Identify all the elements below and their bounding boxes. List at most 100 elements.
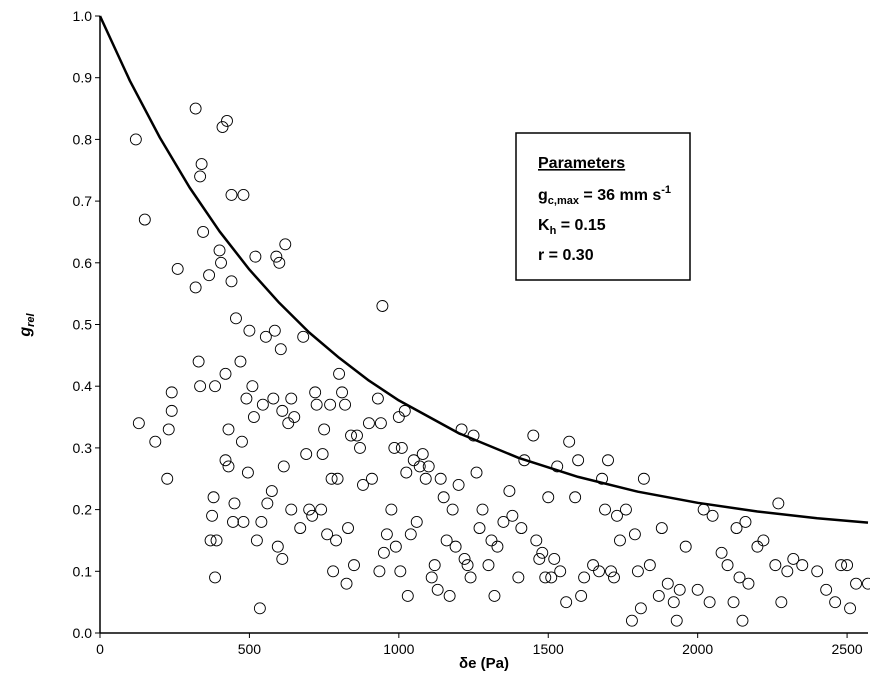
- point: [257, 399, 268, 410]
- point: [319, 424, 330, 435]
- point: [204, 270, 215, 281]
- y-tick-label: 0.2: [73, 502, 93, 518]
- point: [262, 498, 273, 509]
- point: [166, 405, 177, 416]
- annotation-title: Parameters: [538, 155, 625, 172]
- point: [606, 566, 617, 577]
- point: [226, 276, 237, 287]
- ann-sup: -1: [661, 184, 671, 196]
- y-tick-label: 0.4: [73, 378, 93, 394]
- point: [770, 560, 781, 571]
- point: [372, 393, 383, 404]
- point: [758, 535, 769, 546]
- point: [863, 578, 870, 589]
- point: [462, 560, 473, 571]
- point: [340, 399, 351, 410]
- point: [254, 603, 265, 614]
- point: [662, 578, 673, 589]
- ann-base: K: [538, 217, 550, 234]
- point: [277, 405, 288, 416]
- point: [278, 461, 289, 472]
- point: [275, 344, 286, 355]
- point: [716, 547, 727, 558]
- point: [674, 584, 685, 595]
- point: [842, 560, 853, 571]
- point: [851, 578, 862, 589]
- point: [393, 412, 404, 423]
- point: [401, 467, 412, 478]
- point: [447, 504, 458, 515]
- point: [133, 418, 144, 429]
- point: [220, 368, 231, 379]
- point: [139, 214, 150, 225]
- point: [429, 560, 440, 571]
- point: [504, 486, 515, 497]
- point: [573, 455, 584, 466]
- point: [483, 560, 494, 571]
- point: [223, 424, 234, 435]
- point: [236, 436, 247, 447]
- y-tick-label: 0.6: [73, 255, 93, 271]
- x-tick-label: 500: [238, 641, 262, 657]
- point: [471, 467, 482, 478]
- point: [351, 430, 362, 441]
- point: [272, 541, 283, 552]
- ann-sub: c,max: [548, 195, 580, 207]
- point: [486, 535, 497, 546]
- point: [277, 553, 288, 564]
- point: [516, 523, 527, 534]
- point: [435, 473, 446, 484]
- point: [531, 535, 542, 546]
- point: [579, 572, 590, 583]
- point: [773, 498, 784, 509]
- annotation-line: r = 0.30: [538, 247, 594, 264]
- point: [283, 418, 294, 429]
- point: [564, 436, 575, 447]
- fit-curve: [100, 16, 868, 523]
- point: [210, 572, 221, 583]
- point: [222, 115, 233, 126]
- point: [247, 381, 258, 392]
- point: [528, 430, 539, 441]
- point: [459, 553, 470, 564]
- point: [411, 516, 422, 527]
- point: [238, 516, 249, 527]
- point: [374, 566, 385, 577]
- point: [150, 436, 161, 447]
- point: [163, 424, 174, 435]
- point: [343, 523, 354, 534]
- point: [226, 189, 237, 200]
- point: [728, 597, 739, 608]
- point: [196, 159, 207, 170]
- point: [366, 473, 377, 484]
- point: [797, 560, 808, 571]
- ann-rest: = 36 mm s: [579, 187, 661, 204]
- point: [450, 541, 461, 552]
- point: [692, 584, 703, 595]
- point: [242, 467, 253, 478]
- point: [217, 122, 228, 133]
- point: [534, 553, 545, 564]
- point: [311, 399, 322, 410]
- point: [540, 572, 551, 583]
- point: [620, 504, 631, 515]
- point: [474, 523, 485, 534]
- point: [656, 523, 667, 534]
- x-tick-label: 2500: [832, 641, 863, 657]
- point: [740, 516, 751, 527]
- point: [298, 331, 309, 342]
- point: [513, 572, 524, 583]
- point: [438, 492, 449, 503]
- x-tick-label: 2000: [682, 641, 713, 657]
- point: [396, 442, 407, 453]
- point: [381, 529, 392, 540]
- point: [600, 504, 611, 515]
- point: [363, 418, 374, 429]
- ann-rest: = 0.15: [556, 217, 605, 234]
- y-tick-label: 1.0: [73, 8, 93, 24]
- point: [507, 510, 518, 521]
- point: [166, 387, 177, 398]
- point: [743, 578, 754, 589]
- point: [644, 560, 655, 571]
- point: [626, 615, 637, 626]
